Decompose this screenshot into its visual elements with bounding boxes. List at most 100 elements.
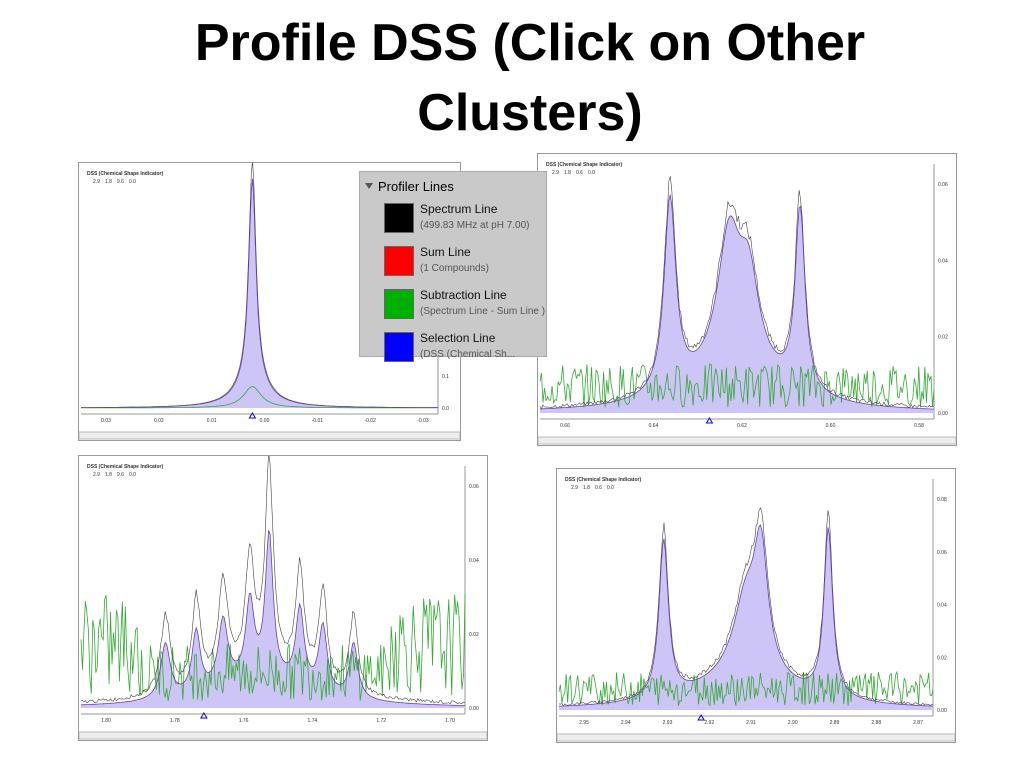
y-tick-label: 0.00 [938, 411, 948, 417]
control-value: 9.6 [117, 179, 124, 185]
x-tick-label: 1.78 [170, 718, 180, 724]
y-tick-label: 0.06 [937, 550, 947, 556]
scrollbar [556, 733, 956, 742]
x-tick-label: 1.70 [445, 718, 455, 724]
y-tick-label: 0.02 [469, 632, 479, 638]
selection-marker [248, 412, 257, 419]
legend-item: Subtraction Line (Spectrum Line - Sum Lin… [360, 283, 546, 323]
sum-area [81, 530, 465, 708]
x-tick-label: 0.62 [737, 423, 747, 429]
control-value: 1.8 [583, 485, 590, 491]
x-tick-label: 2.89 [830, 720, 840, 726]
x-tick-label: 0.64 [649, 423, 659, 429]
color-swatch [384, 289, 414, 319]
panel-canvas: DSS (Chemical Shape Indicator) 2.9 1.8 9.6 0… [78, 453, 488, 740]
legend-name: Selection Line [420, 331, 496, 345]
legend-heading: Profiler Lines [360, 172, 546, 194]
x-tick-label: 1.72 [376, 718, 386, 724]
x-tick-label: 0.66 [560, 423, 570, 429]
selection-marker [705, 417, 714, 424]
panel-canvas: DSS (Chemical Shape Indicator)2.9 1.8 0.6 0… [537, 162, 957, 445]
control-value: 0.0 [607, 485, 614, 491]
legend-name: Subtraction Line [420, 288, 507, 302]
control-value: 0.6 [595, 485, 602, 491]
color-swatch [384, 203, 414, 233]
spectrum-panel[interactable]: DSS (Chemical Shape Indicator) 2.9 1.8 0.6 0… [556, 468, 956, 743]
panel-canvas: DSS (Chemical Shape Indicator) 2.9 1.8 9.6 0… [78, 160, 461, 440]
y-tick-label: 0.0 [442, 406, 449, 412]
legend-detail: (Spectrum Line - Sum Line ) [420, 306, 546, 317]
control-value: 0.0 [129, 472, 136, 478]
control-value: 2.9 [93, 472, 100, 478]
spectrum-panel[interactable]: DSS (Chemical Shape Indicator) 2.9 1.8 9.6 0… [78, 453, 488, 741]
legend-item: Spectrum Line (499.83 MHz at pH 7.00) [360, 197, 546, 237]
x-tick-label: 2.90 [788, 720, 798, 726]
sum-line [81, 530, 466, 706]
y-tick-label: 0.04 [937, 603, 947, 609]
control-value: 1.8 [564, 170, 571, 176]
control-value: 9.6 [117, 472, 124, 478]
control-value: 0.0 [588, 170, 595, 176]
spectrum-line [80, 453, 466, 705]
panel-header: DSS (Chemical Shape Indicator) [87, 171, 163, 177]
spectrum-panel[interactable]: DSS (Chemical Shape Indicator) 2.9 1.8 0.6 0… [537, 153, 957, 446]
x-tick-label: 0.60 [826, 423, 836, 429]
y-tick-label: 0.04 [938, 258, 948, 264]
legend-item: Selection Line (DSS (Chemical Sh... [360, 326, 546, 366]
x-tick-label: 2.93 [663, 720, 673, 726]
sum-line [81, 178, 439, 409]
panel-header: DSS (Chemical Shape Indicator) [565, 477, 641, 483]
panel-header: DSS (Chemical Shape Indicator) [546, 162, 622, 168]
profiler-lines-legend: Profiler Lines Spectrum Line (499.83 MHz … [359, 171, 547, 362]
control-value: 2.9 [552, 170, 559, 176]
panel-canvas: DSS (Chemical Shape Indicator) 2.9 1.8 0.6 0… [556, 477, 956, 742]
sum-line [539, 194, 934, 410]
x-tick-label: 0.02 [154, 418, 164, 424]
sum-area [81, 178, 438, 408]
x-tick-label: 2.92 [704, 720, 714, 726]
x-tick-label: 2.94 [621, 720, 631, 726]
x-tick-label: 2.88 [871, 720, 881, 726]
x-tick-label: -0.03 [417, 418, 429, 424]
legend-detail: (1 Compounds) [420, 263, 489, 274]
x-tick-label: 1.80 [101, 718, 111, 724]
color-swatch [384, 246, 414, 276]
y-tick-label: 0.04 [469, 558, 479, 564]
control-value: 0.0 [129, 179, 136, 185]
x-tick-label: -0.02 [364, 418, 376, 424]
y-tick-label: 0.02 [938, 335, 948, 341]
sum-area [540, 194, 934, 413]
slide-title: Profile DSS (Click on Other Clusters) [194, 14, 866, 142]
y-tick-label: 0.08 [937, 497, 947, 503]
subtraction-line [558, 670, 934, 707]
control-value: 2.9 [571, 485, 578, 491]
x-tick-label: 1.76 [239, 718, 249, 724]
selection-marker [697, 714, 706, 721]
y-tick-label: 0.02 [937, 655, 947, 661]
subtraction-line [80, 593, 466, 701]
spectrum-line [558, 507, 934, 707]
control-value: 0.6 [576, 170, 583, 176]
subtraction-line [81, 386, 438, 409]
subtraction-line [539, 363, 935, 408]
legend-name: Sum Line [420, 245, 471, 259]
x-tick-label: 0.58 [914, 423, 924, 429]
y-tick-label: 0.00 [469, 706, 479, 712]
x-tick-label: 1.74 [308, 718, 318, 724]
x-tick-label: 2.87 [913, 720, 923, 726]
control-value: 1.8 [105, 472, 112, 478]
scrollbar [78, 731, 488, 740]
x-tick-label: 0.03 [101, 418, 111, 424]
x-tick-label: 0.01 [207, 418, 217, 424]
x-tick-label: 2.91 [746, 720, 756, 726]
legend-name: Spectrum Line [420, 202, 498, 216]
x-tick-label: 0.00 [260, 418, 270, 424]
x-tick-label: -0.01 [312, 418, 324, 424]
panel-header: DSS (Chemical Shape Indicator) [87, 464, 163, 470]
control-value: 1.8 [105, 179, 112, 185]
scrollbar [78, 431, 461, 440]
sum-area [559, 524, 933, 710]
sum-line [558, 524, 934, 707]
color-swatch [384, 332, 414, 362]
